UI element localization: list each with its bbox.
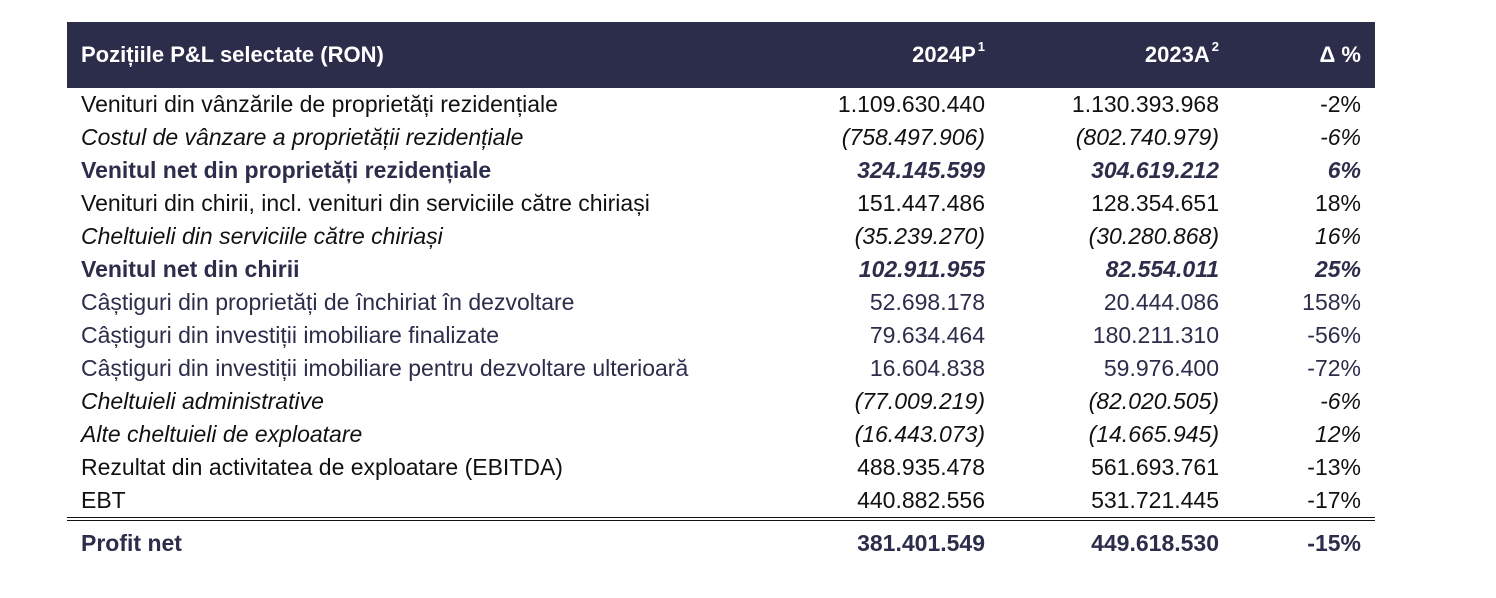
- row-2023: 20.444.086: [1103, 289, 1219, 315]
- row-delta: -13%: [1307, 454, 1361, 480]
- table-row: Cheltuieli administrative (77.009.219) (…: [67, 385, 1375, 418]
- footnote-2: 2: [1211, 39, 1219, 54]
- row-2023: (802.740.979): [1075, 124, 1219, 150]
- row-2023: (14.665.945): [1088, 421, 1219, 447]
- row-label: Rezultat din activitatea de exploatare (…: [81, 454, 563, 480]
- table-row-subtotal: Venitul net din chirii 102.911.955 82.55…: [67, 253, 1375, 286]
- row-2023: (30.280.868): [1088, 223, 1219, 249]
- table-row: Câștiguri din investiții imobiliare fina…: [67, 319, 1375, 352]
- table-row: Costul de vânzare a proprietății reziden…: [67, 121, 1375, 154]
- row-2023: 180.211.310: [1092, 322, 1219, 348]
- row-delta: -2%: [1320, 91, 1361, 117]
- row-label: Venituri din vânzările de proprietăți re…: [81, 91, 558, 117]
- total-row: Profit net 381.401.549 449.618.530 -15%: [67, 519, 1375, 565]
- header-delta: Δ %: [1233, 22, 1375, 88]
- row-label: Câștiguri din proprietăți de închiriat î…: [81, 289, 575, 315]
- row-delta: -17%: [1233, 484, 1375, 521]
- row-2023: 59.976.400: [1103, 355, 1219, 381]
- row-delta: -56%: [1307, 322, 1361, 348]
- row-delta: 158%: [1302, 289, 1361, 315]
- row-delta: -6%: [1320, 388, 1361, 414]
- table-header-row: Pozițiile P&L selectate (RON) 2024P 1 202…: [67, 22, 1375, 88]
- row-delta: 18%: [1314, 190, 1361, 216]
- total-delta: -15%: [1307, 530, 1361, 556]
- table-row: Venituri din vânzările de proprietăți re…: [67, 88, 1375, 121]
- table-row: Alte cheltuieli de exploatare (16.443.07…: [67, 418, 1375, 451]
- header-2023: 2023A 2: [999, 22, 1233, 88]
- row-delta: 25%: [1314, 256, 1361, 282]
- total-2024: 381.401.549: [857, 530, 985, 556]
- row-2024: 1.109.630.440: [837, 91, 985, 117]
- total-2023: 449.618.530: [1091, 530, 1219, 556]
- row-2024: 79.634.464: [869, 322, 985, 348]
- total-label: Profit net: [81, 530, 182, 556]
- row-delta: -72%: [1307, 355, 1361, 381]
- row-2024: 440.882.556: [787, 484, 999, 521]
- pl-table: Pozițiile P&L selectate (RON) 2024P 1 202…: [67, 22, 1375, 565]
- row-2023: 531.721.445: [999, 484, 1233, 521]
- table-row: Câștiguri din investiții imobiliare pent…: [67, 352, 1375, 385]
- header-label: Pozițiile P&L selectate (RON): [67, 22, 787, 88]
- row-2024: (758.497.906): [841, 124, 985, 150]
- row-label: Venitul net din chirii: [81, 256, 300, 282]
- row-label: Cheltuieli administrative: [81, 388, 324, 414]
- table-row: Venituri din chirii, incl. venituri din …: [67, 187, 1375, 220]
- row-2024: 52.698.178: [869, 289, 985, 315]
- row-2024: 16.604.838: [869, 355, 985, 381]
- row-delta: 12%: [1314, 421, 1361, 447]
- row-label: Câștiguri din investiții imobiliare fina…: [81, 322, 500, 348]
- table-row: Câștiguri din proprietăți de închiriat î…: [67, 286, 1375, 319]
- row-2024: (16.443.073): [854, 421, 985, 447]
- row-label: Cheltuieli din serviciile către chiriași: [81, 223, 443, 249]
- row-2024: (35.239.270): [854, 223, 985, 249]
- row-label: Venituri din chirii, incl. venituri din …: [81, 190, 650, 216]
- row-2024: 151.447.486: [857, 190, 985, 216]
- row-2023: 128.354.651: [1091, 190, 1219, 216]
- row-2024: (77.009.219): [854, 388, 985, 414]
- row-delta: 16%: [1314, 223, 1361, 249]
- row-2024: 102.911.955: [858, 256, 985, 282]
- row-delta: -6%: [1320, 124, 1361, 150]
- row-2023: 561.693.761: [1091, 454, 1219, 480]
- row-2024: 324.145.599: [857, 157, 985, 183]
- row-2023: 1.130.393.968: [1071, 91, 1219, 117]
- row-label: Câștiguri din investiții imobiliare pent…: [81, 355, 689, 381]
- row-delta: 6%: [1327, 157, 1361, 183]
- table-row-subtotal: Venitul net din proprietăți rezidențiale…: [67, 154, 1375, 187]
- header-2024: 2024P 1: [787, 22, 999, 88]
- row-2024: 488.935.478: [857, 454, 985, 480]
- row-2023: 304.619.212: [1091, 157, 1219, 183]
- row-2023: 82.554.011: [1105, 256, 1219, 282]
- row-label: Venitul net din proprietăți rezidențiale: [81, 157, 492, 183]
- table-row: Cheltuieli din serviciile către chiriași…: [67, 220, 1375, 253]
- row-2023: (82.020.505): [1088, 388, 1219, 414]
- table-row: Rezultat din activitatea de exploatare (…: [67, 451, 1375, 484]
- row-label: EBT: [67, 484, 787, 521]
- row-label: Alte cheltuieli de exploatare: [81, 421, 363, 447]
- footnote-1: 1: [977, 39, 985, 54]
- table-row: EBT 440.882.556 531.721.445 -17%: [67, 484, 1375, 521]
- row-label: Costul de vânzare a proprietății reziden…: [81, 124, 524, 150]
